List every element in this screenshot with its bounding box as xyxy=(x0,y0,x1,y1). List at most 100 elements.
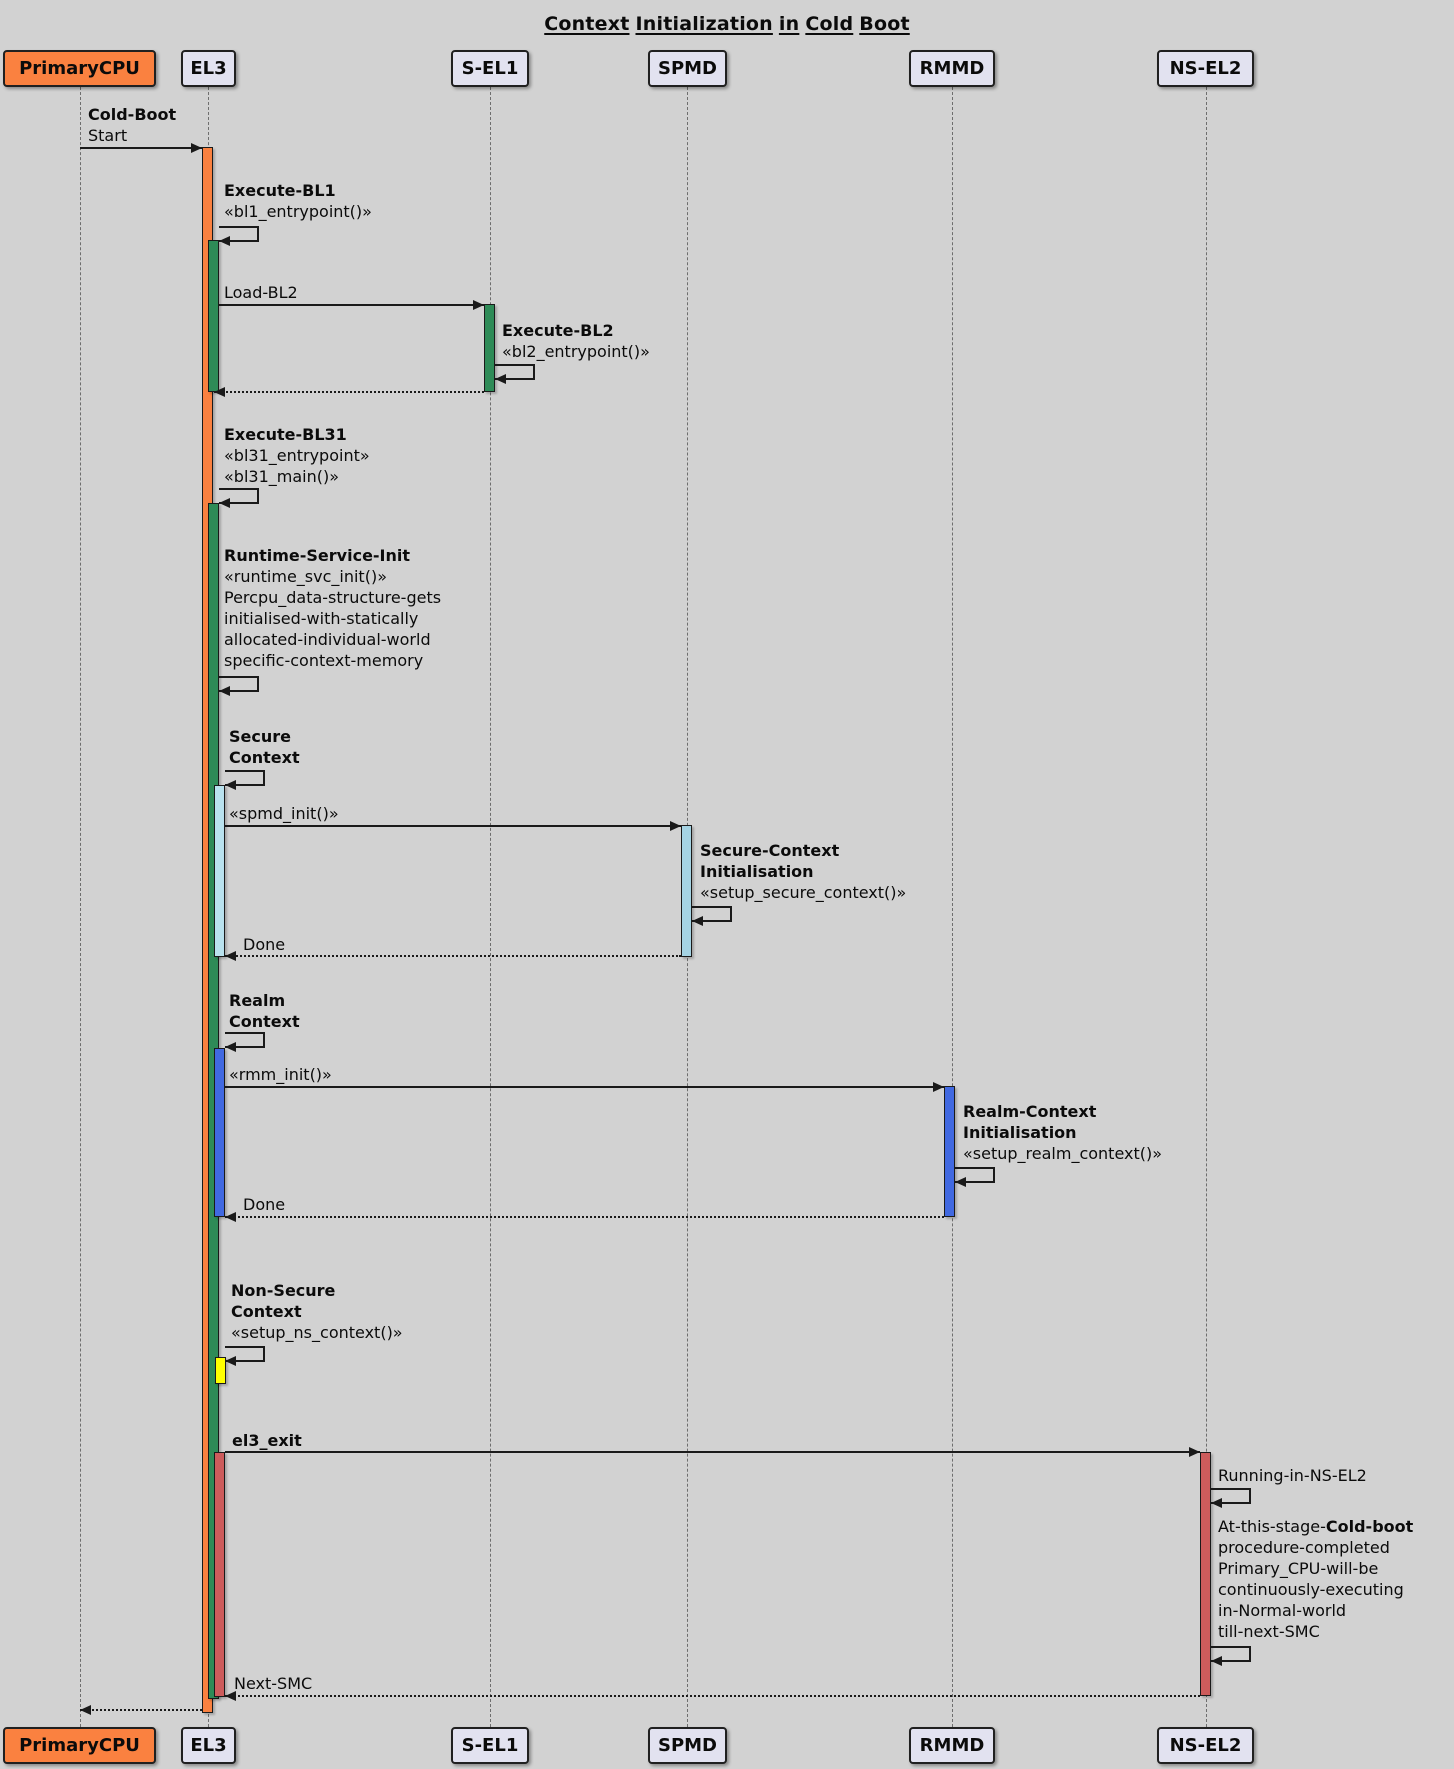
message-line: «setup_ns_context()» xyxy=(231,1323,403,1342)
message-line: Execute-BL2 xyxy=(502,321,614,340)
arrowhead-left xyxy=(225,1356,236,1366)
message-line-part: Cold-boot xyxy=(1325,1517,1414,1536)
arrowhead-right xyxy=(191,143,202,153)
arrowhead-left xyxy=(225,951,236,961)
activation-el3-nonsecure-yellow xyxy=(215,1357,226,1384)
participant-label: EL3 xyxy=(190,58,227,79)
message-line: Execute-BL31 xyxy=(224,425,347,444)
return-arrow-next-smc xyxy=(225,1695,1200,1697)
participant-label: SPMD xyxy=(657,58,717,79)
message-label-realm-context: Realm Context xyxy=(229,990,300,1032)
self-message-hook-realm-context xyxy=(225,1032,265,1048)
self-message-hook-cold-boot-completed xyxy=(1211,1646,1251,1662)
arrowhead-left xyxy=(1211,1656,1222,1666)
participant-label: NS-EL2 xyxy=(1169,58,1242,79)
message-label-non-secure-context: Non-Secure Context «setup_ns_context()» xyxy=(231,1280,403,1343)
message-label-runtime-service-init: Runtime-Service-Init «runtime_svc_init()… xyxy=(224,545,441,671)
activation-el3-exit-red xyxy=(214,1452,225,1697)
message-label-rmm-init: «rmm_init()» xyxy=(229,1064,332,1085)
arrowhead-left xyxy=(225,1691,236,1701)
message-line: Running-in-NS-EL2 xyxy=(1218,1466,1367,1485)
message-line: specific-context-memory xyxy=(224,651,424,670)
message-label-done-realm: Done xyxy=(243,1194,285,1215)
message-line: Next-SMC xyxy=(234,1674,313,1693)
message-label-running-in-ns-el2: Running-in-NS-EL2 xyxy=(1218,1465,1367,1486)
message-label-spmd-init: «spmd_init()» xyxy=(229,803,339,824)
message-label-next-smc: Next-SMC xyxy=(234,1673,312,1694)
return-arrow-done-secure xyxy=(225,955,681,957)
message-line: Done xyxy=(243,1195,286,1214)
message-line: Context xyxy=(231,1302,302,1321)
self-message-hook-non-secure-context xyxy=(225,1346,265,1362)
message-label-secure-context-initialisation: Secure-Context Initialisation «setup_sec… xyxy=(700,840,906,903)
message-line: till-next-SMC xyxy=(1218,1622,1320,1641)
arrowhead-left xyxy=(219,686,230,696)
message-line: «bl2_entrypoint()» xyxy=(502,342,650,361)
diagram-title: Context Initialization in Cold Boot xyxy=(0,13,1454,35)
participant-primarycpu-bottom: PrimaryCPU xyxy=(3,1727,156,1764)
message-label-done-secure: Done xyxy=(243,934,285,955)
message-line: Execute-BL1 xyxy=(224,181,336,200)
message-label-execute-bl1: Execute-BL1 «bl1_entrypoint()» xyxy=(224,180,372,222)
arrowhead-left xyxy=(219,236,230,246)
participant-el3-top: EL3 xyxy=(181,50,236,87)
message-line: Initialisation xyxy=(963,1123,1077,1142)
message-line: «bl31_main()» xyxy=(224,467,339,486)
arrowhead-right xyxy=(1189,1447,1200,1457)
participant-label: PrimaryCPU xyxy=(19,1735,140,1756)
message-arrow-cold-boot xyxy=(80,147,202,149)
message-label-load-bl2: Load-BL2 xyxy=(224,282,298,303)
participant-rmmd-bottom: RMMD xyxy=(909,1727,995,1764)
activation-rmmd-blue xyxy=(944,1086,955,1217)
message-line: el3_exit xyxy=(232,1431,302,1450)
message-line-part: At-this-stage- xyxy=(1218,1517,1326,1536)
activation-el3-realm-blue xyxy=(214,1048,225,1217)
self-message-hook-secure-context xyxy=(225,770,265,786)
participant-label: RMMD xyxy=(919,1735,985,1756)
participant-el3-bottom: EL3 xyxy=(181,1727,236,1764)
arrowhead-left xyxy=(1211,1498,1222,1508)
message-line: «bl31_entrypoint» xyxy=(224,446,370,465)
message-line: Load-BL2 xyxy=(224,283,298,302)
participant-ns-el2-top: NS-EL2 xyxy=(1157,50,1254,87)
message-line: initialised-with-statically xyxy=(224,609,419,628)
activation-s-el1-green xyxy=(484,304,495,392)
participant-ns-el2-bottom: NS-EL2 xyxy=(1157,1727,1254,1764)
message-arrow-spmd-init xyxy=(225,825,681,827)
message-line: Runtime-Service-Init xyxy=(224,546,411,565)
message-line: Context xyxy=(229,748,300,767)
title-word: Initialization xyxy=(635,13,773,35)
participant-spmd-bottom: SPMD xyxy=(648,1727,727,1764)
arrowhead-left xyxy=(225,1042,236,1052)
message-label-cold-boot: Cold-Boot Start xyxy=(88,104,176,146)
message-arrow-rmm-init xyxy=(225,1086,944,1088)
message-line: Primary_CPU-will-be xyxy=(1218,1559,1379,1578)
self-message-hook-execute-bl2 xyxy=(495,364,535,380)
arrowhead-left xyxy=(214,387,225,397)
arrowhead-right xyxy=(933,1082,944,1092)
title-word: Boot xyxy=(859,13,910,35)
participant-primarycpu-top: PrimaryCPU xyxy=(3,50,156,87)
arrowhead-left xyxy=(955,1177,966,1187)
participant-label: EL3 xyxy=(190,1735,227,1756)
message-line: Context xyxy=(229,1012,300,1031)
message-label-el3-exit: el3_exit xyxy=(232,1430,302,1451)
message-line: Secure-Context xyxy=(700,841,840,860)
title-word: Context xyxy=(544,13,630,35)
arrowhead-left xyxy=(495,374,506,384)
title-word: Cold xyxy=(805,13,854,35)
title-word: in xyxy=(778,13,800,35)
participant-s-el1-bottom: S-EL1 xyxy=(451,1727,529,1764)
participant-label: S-EL1 xyxy=(461,1735,519,1756)
participant-rmmd-top: RMMD xyxy=(909,50,995,87)
participant-spmd-top: SPMD xyxy=(648,50,727,87)
message-line: Cold-Boot xyxy=(88,105,177,124)
participant-label: S-EL1 xyxy=(461,58,519,79)
arrowhead-left xyxy=(692,916,703,926)
self-message-hook-execute-bl31 xyxy=(219,488,259,504)
message-line: «rmm_init()» xyxy=(229,1065,332,1084)
message-line: Secure xyxy=(229,727,291,746)
self-message-hook-execute-bl1 xyxy=(219,226,259,242)
message-line: Realm-Context xyxy=(963,1102,1097,1121)
